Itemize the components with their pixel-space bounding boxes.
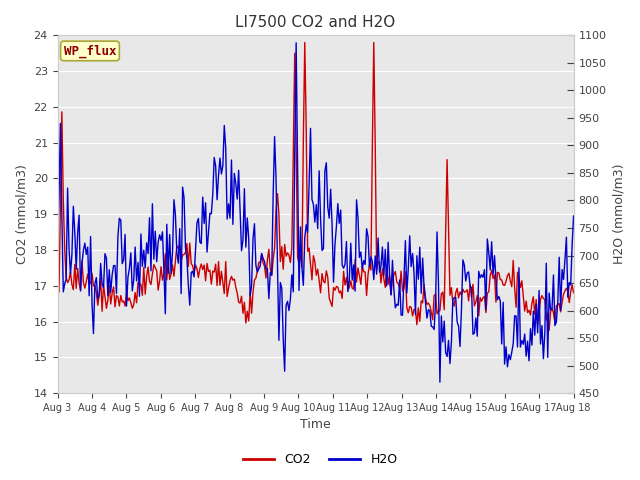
H2O bbox=[207, 211, 215, 216]
H2O bbox=[544, 354, 552, 360]
CO2 bbox=[280, 266, 287, 272]
H2O bbox=[292, 40, 300, 46]
CO2 bbox=[543, 317, 550, 323]
Y-axis label: H2O (mmol/m3): H2O (mmol/m3) bbox=[612, 164, 625, 264]
Title: LI7500 CO2 and H2O: LI7500 CO2 and H2O bbox=[236, 15, 396, 30]
H2O bbox=[225, 201, 232, 207]
H2O bbox=[117, 217, 125, 223]
H2O bbox=[234, 196, 241, 202]
CO2 bbox=[234, 290, 241, 296]
CO2 bbox=[225, 285, 232, 291]
CO2 bbox=[301, 40, 308, 46]
H2O bbox=[54, 240, 61, 246]
CO2 bbox=[207, 281, 215, 287]
X-axis label: Time: Time bbox=[300, 419, 331, 432]
Text: WP_flux: WP_flux bbox=[64, 44, 116, 58]
Line: H2O: H2O bbox=[58, 43, 573, 382]
Y-axis label: CO2 (mmol/m3): CO2 (mmol/m3) bbox=[15, 164, 28, 264]
H2O bbox=[570, 213, 577, 219]
CO2 bbox=[570, 290, 577, 296]
Line: CO2: CO2 bbox=[58, 43, 573, 330]
H2O bbox=[280, 336, 287, 342]
CO2 bbox=[545, 327, 553, 333]
Legend: CO2, H2O: CO2, H2O bbox=[237, 448, 403, 471]
CO2 bbox=[117, 293, 125, 299]
H2O bbox=[436, 379, 444, 385]
CO2 bbox=[54, 282, 61, 288]
